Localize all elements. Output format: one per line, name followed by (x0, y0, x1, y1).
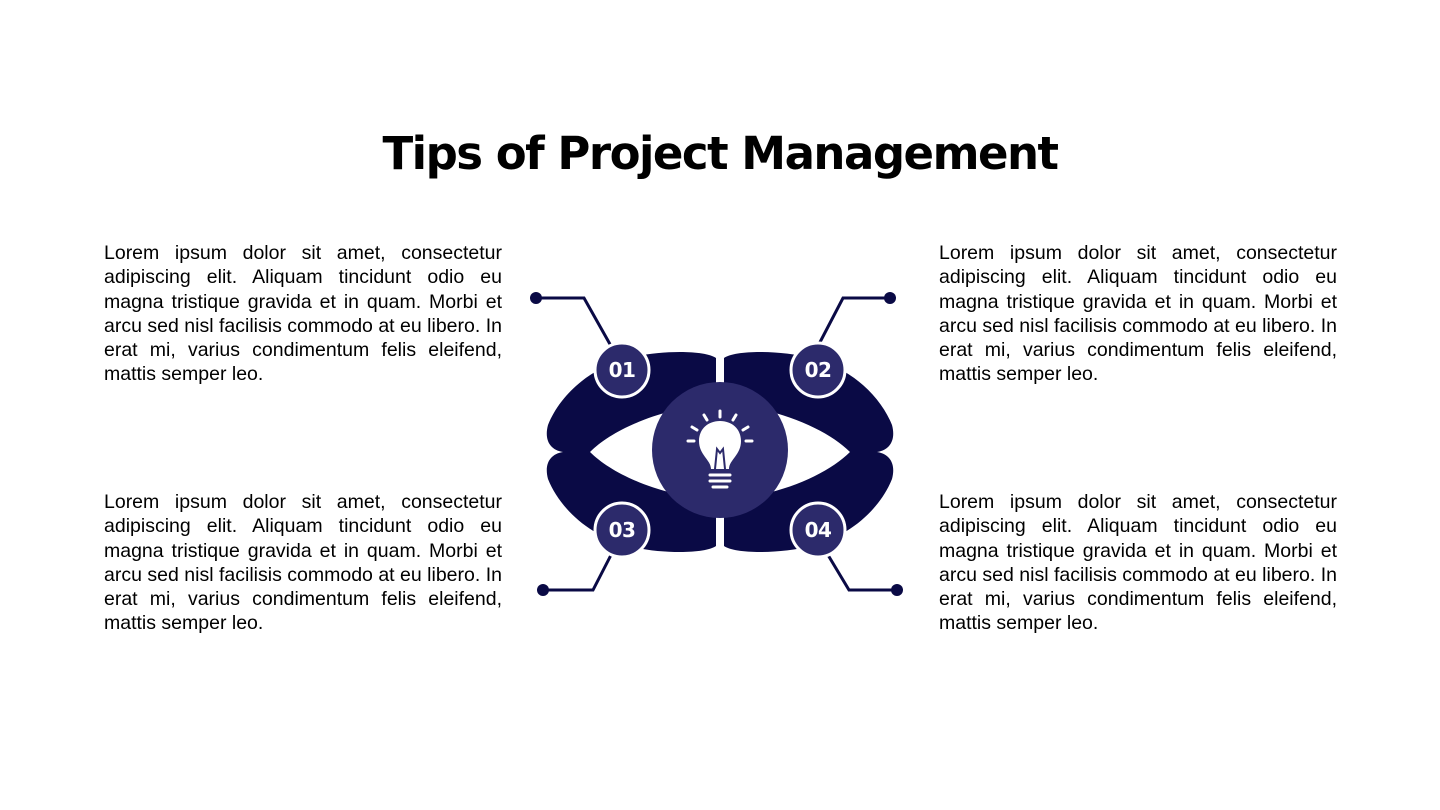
page-title: Tips of Project Management (382, 127, 1059, 180)
connector-03 (537, 554, 613, 596)
badge-number-02: 02 (805, 358, 832, 382)
connector-01 (530, 292, 613, 347)
connector-04 (826, 554, 903, 596)
connector-02 (816, 292, 896, 347)
badge-number-04: 04 (805, 518, 832, 542)
badge-04: 04 (789, 501, 847, 559)
tip-text-04: Lorem ipsum dolor sit amet, consectetur … (939, 491, 1337, 635)
badge-number-03: 03 (609, 518, 636, 542)
badge-01: 01 (593, 341, 651, 399)
lightbulb-icon (686, 409, 754, 489)
ring-segment-01 (546, 352, 716, 452)
badge-02: 02 (789, 341, 847, 399)
tip-text-02: Lorem ipsum dolor sit amet, consectetur … (939, 242, 1337, 386)
badge-number-01: 01 (609, 358, 636, 382)
ring-segment-02 (724, 352, 894, 452)
badge-03: 03 (593, 501, 651, 559)
tip-text-01: Lorem ipsum dolor sit amet, consectetur … (104, 242, 502, 386)
ring-segment-03 (546, 452, 716, 552)
ring-segment-04 (724, 452, 894, 552)
tip-text-03: Lorem ipsum dolor sit amet, consectetur … (104, 491, 502, 635)
